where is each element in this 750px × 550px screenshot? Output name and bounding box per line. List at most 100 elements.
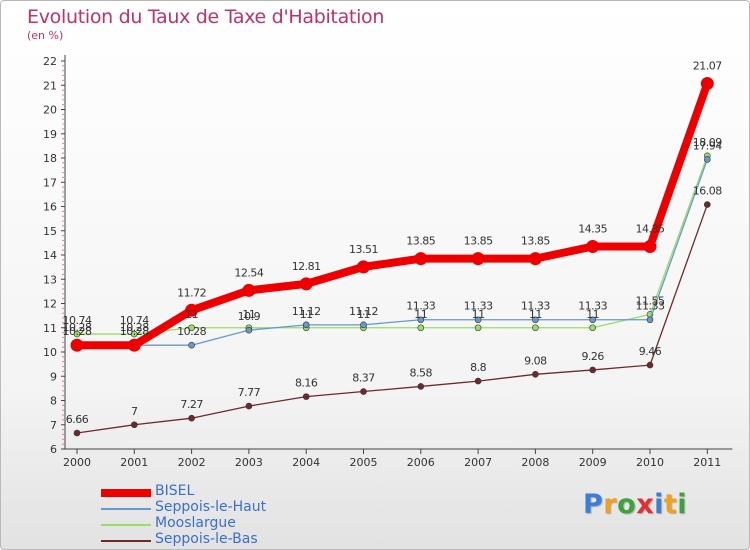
data-point xyxy=(70,338,84,352)
logo-letter: r xyxy=(603,489,618,520)
data-point xyxy=(73,429,81,437)
y-minor-tick xyxy=(62,346,64,348)
data-label: 17.94 xyxy=(693,139,722,152)
data-label: 9.08 xyxy=(524,354,547,367)
x-tick-label: 2003 xyxy=(235,456,263,469)
data-point xyxy=(532,316,539,324)
logo-letter: i xyxy=(677,489,688,520)
y-minor-tick xyxy=(62,385,64,387)
y-minor-tick xyxy=(62,244,64,246)
y-tick-label: 19 xyxy=(43,128,57,141)
chart-title: Evolution du Taux de Taxe d'Habitation xyxy=(27,6,385,28)
data-label: 9.26 xyxy=(581,350,604,363)
x-tick-label: 2001 xyxy=(120,456,148,469)
data-label: 8.58 xyxy=(410,366,433,379)
y-minor-tick xyxy=(62,152,64,154)
legend-label: Seppois-le-Haut xyxy=(155,499,267,515)
data-label: 6.66 xyxy=(66,413,89,426)
data-point xyxy=(245,402,253,410)
data-point xyxy=(417,324,425,332)
x-tick-label: 2009 xyxy=(579,456,607,469)
data-point xyxy=(474,316,482,324)
data-label: 7.27 xyxy=(180,398,203,411)
data-point xyxy=(643,240,657,254)
x-tick-label: 2006 xyxy=(407,456,435,469)
legend-swatch xyxy=(101,540,151,542)
x-tick-label: 2002 xyxy=(178,456,206,469)
logo-letter: P xyxy=(583,489,604,520)
y-minor-tick xyxy=(62,438,64,440)
data-point xyxy=(474,377,482,385)
data-label: 12.54 xyxy=(234,266,263,279)
x-tick-label: 2000 xyxy=(63,456,91,469)
y-minor-tick xyxy=(62,79,64,81)
chart-series xyxy=(70,77,714,437)
chart-axes: 6 7 8 9 10 11 12 13 14 15 16 17 18 19 20 21 22 2000 2001 20… xyxy=(43,55,733,469)
logo-letter: i xyxy=(654,489,664,520)
y-minor-tick xyxy=(62,341,64,343)
x-tick-label: 2010 xyxy=(636,456,664,469)
data-point xyxy=(188,341,195,349)
y-minor-tick xyxy=(62,186,64,188)
data-point xyxy=(700,77,714,91)
y-minor-tick xyxy=(62,336,64,339)
data-label: 10.74 xyxy=(63,314,92,327)
data-point xyxy=(245,326,253,334)
data-label: 13.85 xyxy=(406,235,435,248)
logo-letter: t xyxy=(663,489,678,520)
data-label: 9.46 xyxy=(639,345,662,358)
data-point xyxy=(188,414,195,422)
y-minor-tick xyxy=(62,370,64,372)
data-point xyxy=(474,324,482,332)
x-tick-label: 2011 xyxy=(693,456,721,469)
proxiti-logo: Proxiti xyxy=(583,489,687,520)
y-minor-tick xyxy=(62,167,64,169)
series-line xyxy=(76,155,708,335)
data-label: 11 xyxy=(185,308,198,321)
chart-subtitle: (en %) xyxy=(27,29,64,42)
y-tick-label: 9 xyxy=(50,370,57,383)
data-point xyxy=(528,252,542,266)
y-minor-tick xyxy=(62,220,64,222)
data-label: 11 xyxy=(242,308,255,321)
legend-label: Mooslargue xyxy=(155,515,236,531)
y-minor-tick xyxy=(62,429,64,431)
y-tick-label: 21 xyxy=(43,79,57,92)
legend-swatch xyxy=(101,489,151,497)
y-minor-tick xyxy=(62,123,64,125)
data-label: 18.09 xyxy=(693,136,722,149)
data-label: 11 xyxy=(300,308,313,321)
data-label: 10.28 xyxy=(63,321,92,334)
data-label: 16.08 xyxy=(693,185,722,198)
data-point xyxy=(360,321,367,329)
data-label: 13.85 xyxy=(521,235,550,248)
chart-data-labels: 6.66 7 7.27 7.77 8.16 8.37 8.58 8.8 9.08 9.26 9.46… xyxy=(63,60,723,426)
y-tick-label: 15 xyxy=(43,225,57,238)
data-point xyxy=(589,316,597,324)
data-label: 7 xyxy=(131,405,138,418)
x-tick-label: 2004 xyxy=(292,456,320,469)
y-minor-tick xyxy=(62,239,64,242)
data-point xyxy=(131,330,138,338)
data-point xyxy=(131,421,138,429)
data-point xyxy=(302,393,310,400)
y-minor-tick xyxy=(62,196,64,198)
data-point xyxy=(586,240,600,254)
y-minor-tick xyxy=(62,162,64,164)
y-minor-tick xyxy=(62,191,64,193)
data-point xyxy=(589,324,597,332)
y-minor-tick xyxy=(62,312,64,314)
y-minor-tick xyxy=(62,380,64,382)
data-point xyxy=(589,366,597,374)
legend-label: Seppois-le-Bas xyxy=(155,531,258,547)
y-minor-tick xyxy=(62,419,64,421)
data-point xyxy=(185,303,199,317)
y-minor-tick xyxy=(62,65,64,67)
y-minor-tick xyxy=(62,433,64,436)
x-tick-label: 2008 xyxy=(521,456,549,469)
y-minor-tick xyxy=(62,298,64,300)
y-tick-label: 18 xyxy=(43,152,57,165)
data-label: 14.35 xyxy=(578,223,607,236)
series-line xyxy=(76,158,708,346)
